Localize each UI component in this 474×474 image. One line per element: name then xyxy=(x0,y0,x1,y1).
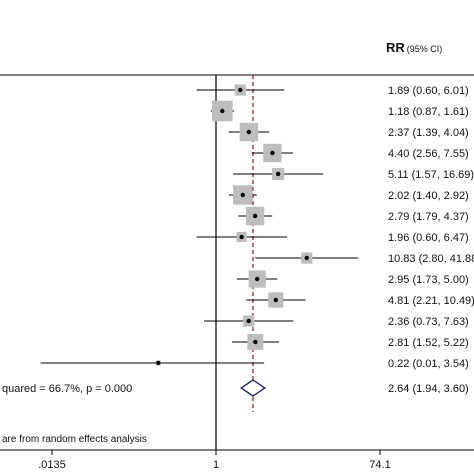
x-tick-label: 74.1 xyxy=(369,459,390,471)
point-estimate xyxy=(255,276,260,282)
study-rr-label: 1.18 (0.87, 1.61) xyxy=(388,106,469,118)
study-rr-label: 2.02 (1.40, 2.92) xyxy=(388,190,469,202)
plot-marks: 1.89 (0.60, 6.01) 1.18 (0.87, 1.61) 2.37 (… xyxy=(38,75,474,471)
study-rr-label: 1.89 (0.60, 6.01) xyxy=(388,85,469,97)
x-tick-label: .0135 xyxy=(38,459,66,471)
study-rr-label: 1.96 (0.60, 6.47) xyxy=(388,232,469,244)
footnote: are from random effects analysis xyxy=(2,434,147,445)
study-rr-label: 0.22 (0.01, 3.54) xyxy=(388,358,469,370)
study-rr-label: 10.83 (2.80, 41.88) xyxy=(388,253,474,265)
rr-header: RR (95% CI) xyxy=(386,40,442,55)
point-estimate xyxy=(156,360,161,366)
point-estimate xyxy=(220,108,225,114)
study-rr-label: 2.37 (1.39, 4.04) xyxy=(388,127,469,139)
point-estimate xyxy=(270,150,275,156)
study-rr-label: 5.11 (1.57, 16.69) xyxy=(388,169,474,181)
study-rr-label: 4.81 (2.21, 10.49) xyxy=(388,295,474,307)
point-estimate xyxy=(304,255,309,261)
point-estimate xyxy=(246,318,251,324)
point-estimate xyxy=(240,192,245,198)
point-estimate xyxy=(238,87,243,93)
point-estimate xyxy=(275,171,281,177)
point-estimate xyxy=(246,129,252,135)
study-rr-label: 2.36 (0.73, 7.63) xyxy=(388,316,469,328)
study-rr-label: 2.95 (1.73, 5.00) xyxy=(388,274,469,286)
point-estimate xyxy=(239,234,244,240)
study-rr-label: 4.40 (2.56, 7.55) xyxy=(388,148,469,160)
study-rr-label: 2.81 (1.52, 5.22) xyxy=(388,337,469,349)
heterogeneity-label: quared = 66.7%, p = 0.000 xyxy=(2,383,132,395)
point-estimate xyxy=(273,297,279,303)
x-tick-label: 1 xyxy=(213,459,219,471)
study-rr-label: 2.79 (1.79, 4.37) xyxy=(388,211,469,223)
point-estimate xyxy=(252,213,258,219)
point-estimate xyxy=(253,339,258,345)
overall-rr-label: 2.64 (1.94, 3.60) xyxy=(388,383,469,395)
overall-diamond xyxy=(240,379,267,397)
